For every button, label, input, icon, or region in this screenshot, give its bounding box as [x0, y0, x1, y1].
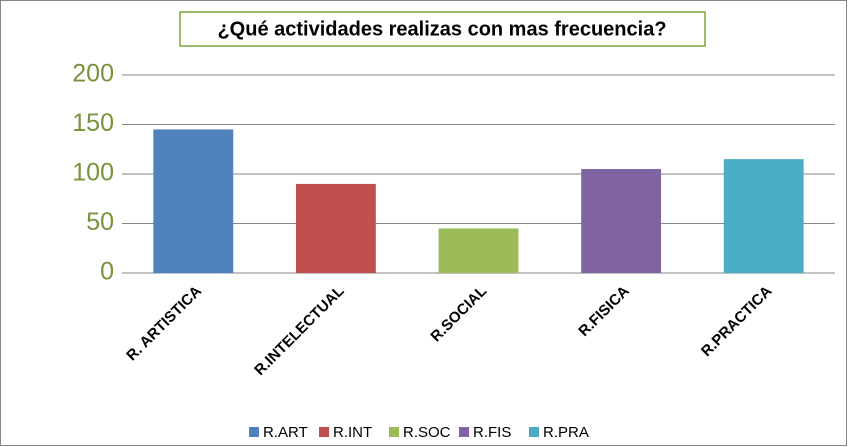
y-tick-label: 0 — [100, 258, 114, 286]
legend-label: R.INT — [333, 424, 372, 441]
chart-title: ¿Qué actividades realizas con mas frecue… — [217, 18, 666, 40]
bar — [295, 183, 376, 273]
legend-label: R.ART — [263, 424, 308, 441]
bar — [438, 228, 519, 273]
legend-swatch — [319, 427, 329, 437]
y-tick-label: 50 — [86, 208, 114, 236]
title-box — [179, 11, 706, 47]
bar — [153, 129, 234, 273]
legend-swatch — [459, 427, 469, 437]
legend-label: R.FIS — [473, 424, 511, 441]
y-tick-label: 150 — [72, 109, 114, 137]
bar — [723, 159, 804, 273]
legend-swatch — [249, 427, 259, 437]
legend-label: R.PRA — [543, 424, 589, 441]
y-tick-label: 200 — [72, 60, 114, 88]
legend-swatch — [529, 427, 539, 437]
bar — [581, 169, 662, 273]
y-tick-label: 100 — [72, 159, 114, 187]
legend-swatch — [389, 427, 399, 437]
legend-label: R.SOC — [403, 424, 451, 441]
